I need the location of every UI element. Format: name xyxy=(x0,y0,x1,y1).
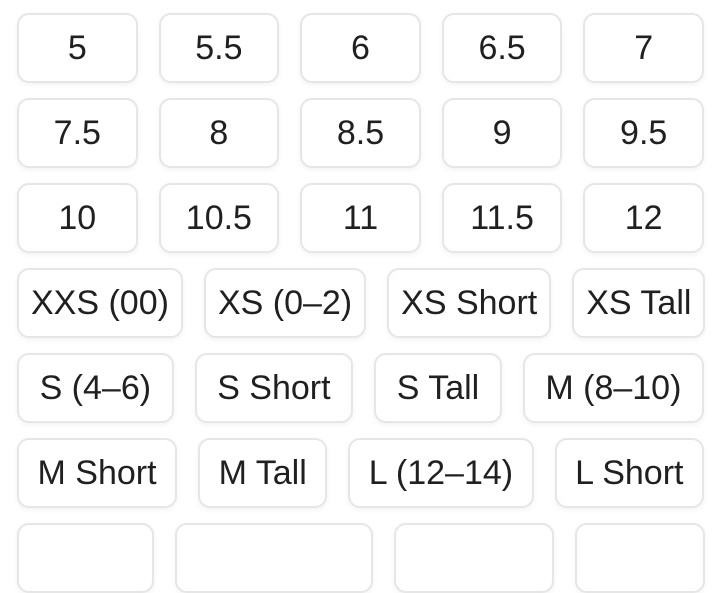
size-option-m-short[interactable]: M Short xyxy=(17,438,178,508)
size-option-11-5[interactable]: 11.5 xyxy=(441,183,563,253)
size-option-10-5[interactable]: 10.5 xyxy=(158,183,280,253)
size-row-1: 5 5.5 6 6.5 7 xyxy=(17,13,704,83)
size-option-11[interactable]: 11 xyxy=(300,183,421,253)
size-option-cutoff-1[interactable] xyxy=(17,523,154,593)
size-option-m-tall[interactable]: M Tall xyxy=(198,438,328,508)
size-option-l-short[interactable]: L Short xyxy=(554,438,704,508)
size-option-cutoff-2[interactable] xyxy=(175,523,373,593)
size-option-7[interactable]: 7 xyxy=(583,13,704,83)
size-option-s-short[interactable]: S Short xyxy=(194,353,354,423)
size-option-6-5[interactable]: 6.5 xyxy=(441,13,563,83)
size-option-s-4-6[interactable]: S (4–6) xyxy=(17,353,174,423)
size-option-8[interactable]: 8 xyxy=(158,98,280,168)
size-option-9-5[interactable]: 9.5 xyxy=(583,98,704,168)
size-option-5-5[interactable]: 5.5 xyxy=(158,13,280,83)
size-option-8-5[interactable]: 8.5 xyxy=(300,98,421,168)
size-option-cutoff-4[interactable] xyxy=(575,523,705,593)
size-option-5[interactable]: 5 xyxy=(17,13,138,83)
size-row-5: S (4–6) S Short S Tall M (8–10) xyxy=(17,353,704,423)
size-row-7-cutoff xyxy=(17,523,705,593)
size-option-7-5[interactable]: 7.5 xyxy=(17,98,138,168)
size-option-9[interactable]: 9 xyxy=(441,98,563,168)
size-option-l-12-14[interactable]: L (12–14) xyxy=(348,438,534,508)
size-row-3: 10 10.5 11 11.5 12 xyxy=(17,183,704,253)
size-option-xs-short[interactable]: XS Short xyxy=(387,268,552,338)
size-row-2: 7.5 8 8.5 9 9.5 xyxy=(17,98,704,168)
size-option-12[interactable]: 12 xyxy=(583,183,704,253)
size-option-s-tall[interactable]: S Tall xyxy=(374,353,502,423)
size-option-10[interactable]: 10 xyxy=(17,183,138,253)
size-option-xs-tall[interactable]: XS Tall xyxy=(572,268,706,338)
size-option-m-8-10[interactable]: M (8–10) xyxy=(522,353,704,423)
size-option-xxs-00[interactable]: XXS (00) xyxy=(17,268,183,338)
size-row-6: M Short M Tall L (12–14) L Short xyxy=(17,438,704,508)
size-option-cutoff-3[interactable] xyxy=(394,523,554,593)
size-option-xs-0-2[interactable]: XS (0–2) xyxy=(203,268,367,338)
size-option-6[interactable]: 6 xyxy=(300,13,421,83)
size-row-4: XXS (00) XS (0–2) XS Short XS Tall xyxy=(17,268,706,338)
